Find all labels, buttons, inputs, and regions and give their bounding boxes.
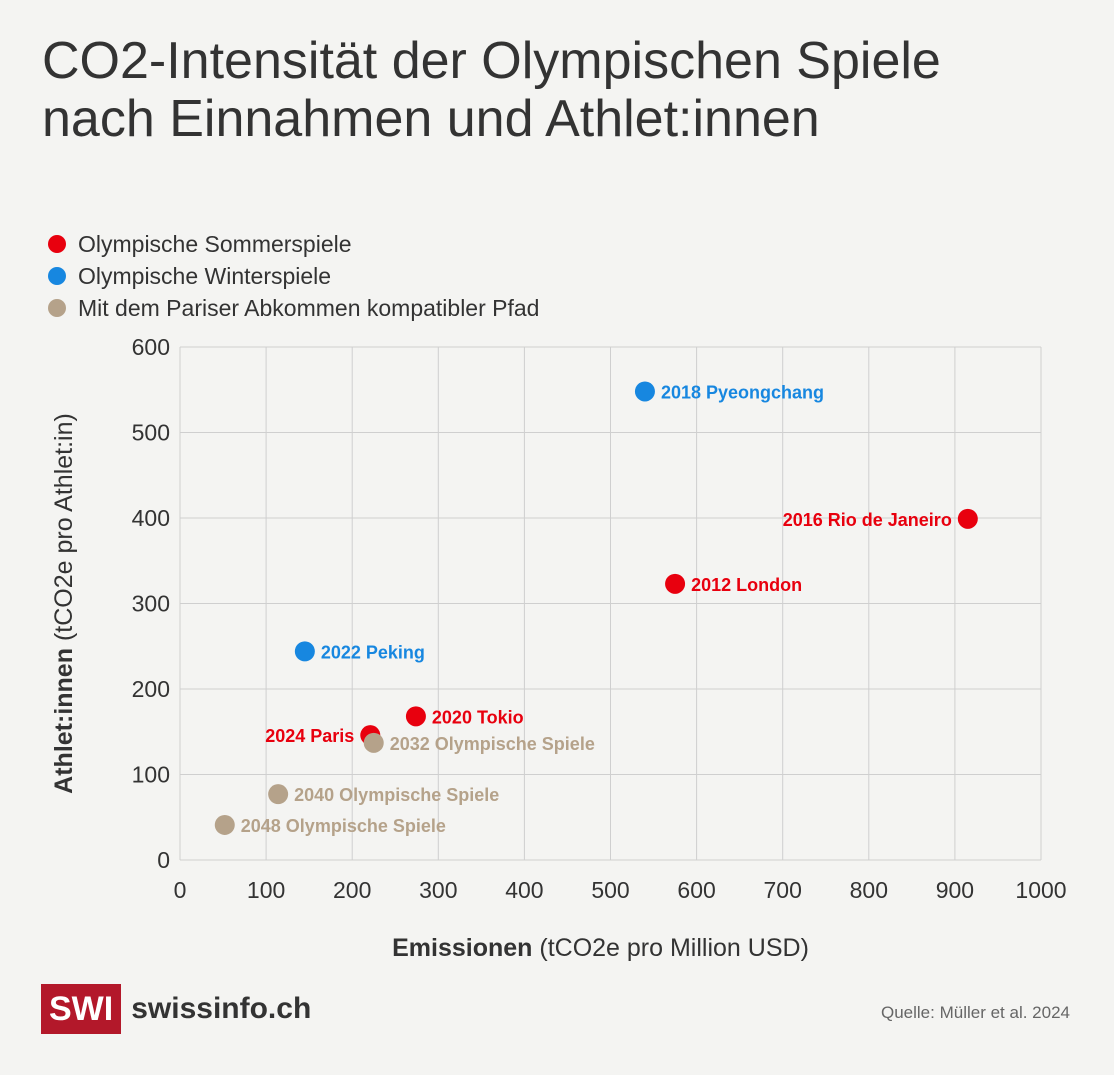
data-label: 2016 Rio de Janeiro bbox=[783, 510, 952, 530]
logo-text: swissinfo.ch bbox=[131, 992, 312, 1025]
y-tick-label: 600 bbox=[132, 334, 170, 360]
x-tick-label: 400 bbox=[505, 877, 543, 903]
x-tick-label: 600 bbox=[677, 877, 715, 903]
data-label: 2022 Peking bbox=[321, 642, 425, 662]
legend-dot bbox=[48, 299, 66, 317]
legend-label: Mit dem Pariser Abkommen kompatibler Pfa… bbox=[78, 294, 540, 321]
x-tick-label: 300 bbox=[419, 877, 457, 903]
y-tick-label: 300 bbox=[132, 591, 170, 617]
data-point bbox=[665, 573, 686, 594]
y-tick-label: 400 bbox=[132, 505, 170, 531]
chart-title: CO2-Intensität der Olympischen Spiele na… bbox=[42, 32, 941, 148]
x-tick-label: 100 bbox=[247, 877, 285, 903]
y-tick-label: 200 bbox=[132, 676, 170, 702]
data-label: 2032 Olympische Spiele bbox=[390, 734, 595, 754]
data-point bbox=[268, 784, 289, 805]
x-tick-label: 700 bbox=[764, 877, 802, 903]
data-label: 2020 Tokio bbox=[432, 707, 524, 727]
logo-box: SWI bbox=[41, 984, 122, 1034]
x-tick-label: 200 bbox=[333, 877, 371, 903]
swissinfo-logo: SWI swissinfo.ch bbox=[41, 984, 311, 1034]
data-label: 2018 Pyeongchang bbox=[661, 382, 824, 402]
x-tick-label: 900 bbox=[936, 877, 974, 903]
legend-item-summer: Olympische Sommerspiele bbox=[48, 228, 539, 260]
legend-item-paris-path: Mit dem Pariser Abkommen kompatibler Pfa… bbox=[48, 292, 539, 324]
legend-item-winter: Olympische Winterspiele bbox=[48, 260, 539, 292]
y-tick-label: 0 bbox=[157, 847, 170, 873]
x-tick-label: 800 bbox=[850, 877, 888, 903]
data-label: 2048 Olympische Spiele bbox=[241, 816, 446, 836]
legend: Olympische Sommerspiele Olympische Winte… bbox=[48, 228, 539, 324]
legend-label: Olympische Winterspiele bbox=[78, 262, 332, 289]
data-point bbox=[634, 381, 655, 402]
x-axis-label: Emissionen (tCO2e pro Million USD) bbox=[392, 934, 809, 962]
x-tick-label: 1000 bbox=[1015, 877, 1066, 903]
y-axis-label: Athlet:innen (tCO2e pro Athlet:in) bbox=[50, 413, 78, 794]
x-tick-label: 0 bbox=[174, 877, 187, 903]
y-tick-label: 500 bbox=[132, 420, 170, 446]
legend-label: Olympische Sommerspiele bbox=[78, 230, 352, 257]
data-point bbox=[957, 508, 978, 529]
legend-dot bbox=[48, 235, 66, 253]
data-label: 2040 Olympische Spiele bbox=[294, 785, 499, 805]
legend-dot bbox=[48, 267, 66, 285]
x-tick-label: 500 bbox=[591, 877, 629, 903]
y-tick-label: 100 bbox=[132, 762, 170, 788]
data-point bbox=[214, 814, 235, 835]
data-point bbox=[363, 732, 384, 753]
data-label: 2012 London bbox=[691, 575, 802, 595]
data-label: 2024 Paris bbox=[265, 726, 354, 746]
source-note: Quelle: Müller et al. 2024 bbox=[881, 1003, 1070, 1022]
data-point bbox=[405, 706, 426, 727]
data-point bbox=[294, 641, 315, 662]
